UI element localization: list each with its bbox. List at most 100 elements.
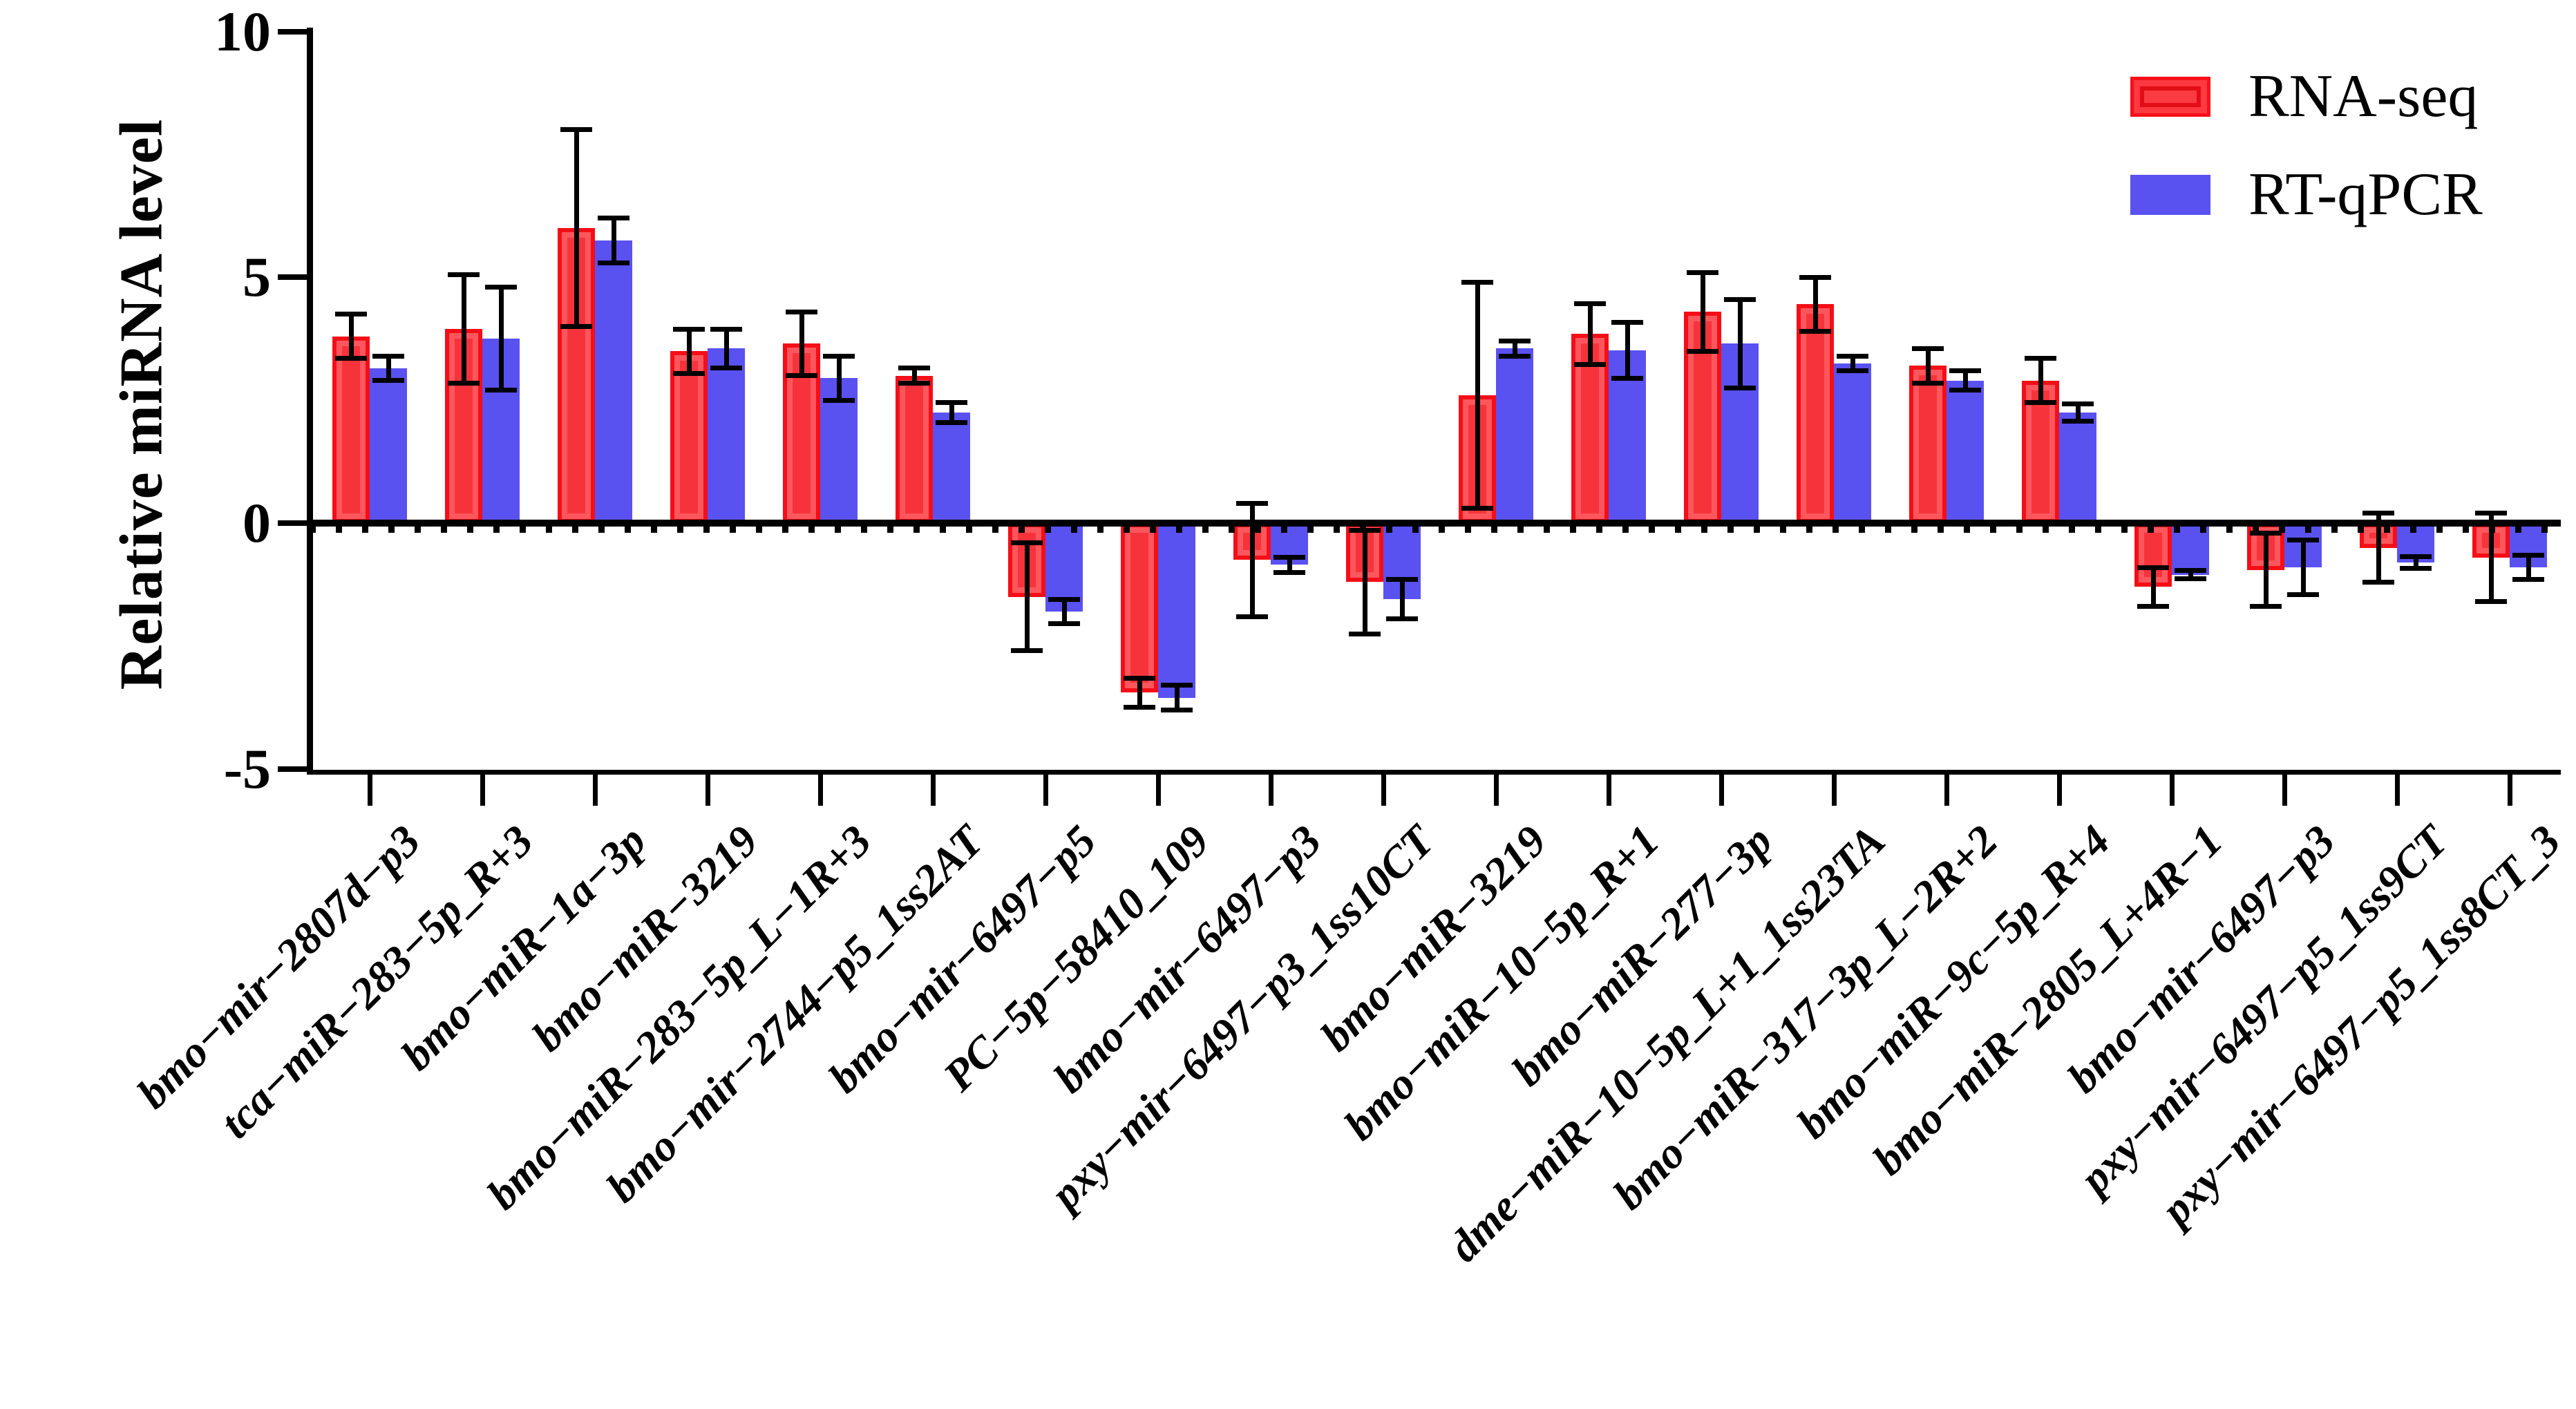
- error-bar-cap: [2400, 565, 2432, 571]
- error-bar-cap: [448, 272, 480, 278]
- error-bar-cap: [560, 127, 592, 133]
- error-bar: [1512, 341, 1517, 357]
- y-axis-tick: [278, 766, 307, 772]
- x-axis-tick: [1494, 775, 1499, 806]
- bar-rt-qpcr: [1496, 348, 1533, 523]
- error-bar-cap: [2250, 604, 2282, 609]
- error-bar: [2526, 555, 2531, 580]
- error-bar: [1850, 356, 1855, 371]
- bar-rt-qpcr: [370, 368, 407, 523]
- error-bar-cap: [1687, 348, 1718, 354]
- error-bar-cap: [936, 419, 967, 425]
- error-bar: [1249, 503, 1255, 617]
- error-bar-cap: [1837, 353, 1868, 359]
- error-bar-cap: [1386, 616, 1418, 622]
- x-axis-tick: [1719, 775, 1724, 806]
- error-bar-cap: [2287, 592, 2319, 597]
- x-axis-tick: [1381, 775, 1386, 806]
- error-bar-cap: [448, 380, 480, 386]
- bar-rt-qpcr: [1947, 380, 1984, 523]
- zero-baseline: [310, 520, 2561, 527]
- bar-rna-seq: [1121, 523, 1158, 693]
- error-bar: [911, 368, 917, 384]
- error-bar-cap: [673, 326, 705, 332]
- error-bar-cap: [485, 388, 517, 393]
- y-axis-tick-label: 10: [214, 0, 271, 63]
- error-bar-cap: [598, 260, 629, 265]
- error-bar: [1625, 322, 1630, 379]
- bar-rt-qpcr: [595, 240, 632, 523]
- x-axis-tick: [1607, 775, 1611, 806]
- y-axis-tick: [278, 520, 307, 526]
- error-bar-cap: [2400, 554, 2432, 559]
- x-axis-tick: [1944, 775, 1949, 806]
- y-axis-line: [307, 28, 313, 775]
- y-axis-tick-label: -5: [223, 737, 271, 800]
- error-bar-cap: [2175, 576, 2206, 581]
- error-bar: [1812, 277, 1818, 332]
- x-axis-tick: [2508, 775, 2512, 806]
- y-axis-tick-label: 0: [243, 491, 271, 554]
- error-bar: [461, 274, 466, 384]
- error-bar-cap: [1236, 614, 1268, 619]
- x-axis-tick: [593, 775, 598, 806]
- x-axis-tick: [931, 775, 936, 806]
- error-bar-cap: [898, 366, 930, 371]
- error-bar: [611, 218, 616, 263]
- error-bar-cap: [1273, 555, 1305, 560]
- error-bar-cap: [560, 323, 592, 329]
- error-bar-cap: [1048, 621, 1080, 627]
- error-bar: [1962, 370, 1968, 390]
- error-bar: [1700, 272, 1705, 352]
- error-bar-cap: [2137, 604, 2169, 609]
- error-bar: [1925, 348, 1931, 384]
- error-bar-cap: [1799, 274, 1831, 280]
- error-bar: [574, 129, 579, 327]
- zero-baseline-minor-ticks: [310, 527, 2561, 533]
- error-bar-cap: [2025, 356, 2056, 361]
- error-bar-cap: [1499, 354, 1531, 359]
- error-bar-cap: [2362, 579, 2394, 585]
- x-axis-tick: [2057, 775, 2062, 806]
- bar-rna-seq: [1909, 366, 1947, 523]
- legend-label-rna-seq: RNA-seq: [2248, 63, 2479, 130]
- error-bar-cap: [372, 378, 404, 384]
- error-bar-cap: [1236, 501, 1268, 507]
- bar-rt-qpcr: [1834, 363, 1871, 523]
- error-bar-cap: [2062, 419, 2094, 424]
- x-axis-tick: [480, 775, 485, 806]
- error-bar-cap: [1124, 705, 1155, 710]
- error-bar-cap: [1124, 675, 1155, 681]
- error-bar: [2150, 567, 2156, 607]
- bar-rt-qpcr: [1158, 523, 1195, 698]
- bar-rna-seq: [896, 375, 933, 523]
- error-bar-cap: [1349, 631, 1381, 636]
- error-bar-cap: [1273, 569, 1305, 575]
- error-bar: [348, 314, 354, 359]
- error-bar-cap: [2475, 599, 2507, 605]
- error-bar-cap: [1687, 269, 1718, 275]
- x-axis-tick: [2395, 775, 2400, 806]
- error-bar-cap: [2512, 577, 2544, 583]
- legend-swatch-rna-seq: [2130, 77, 2210, 117]
- error-bar: [1587, 303, 1593, 365]
- error-bar: [2038, 358, 2043, 403]
- error-bar: [2413, 556, 2418, 569]
- error-bar-cap: [2062, 401, 2094, 406]
- error-bar-cap: [1949, 388, 1981, 393]
- error-bar-cap: [1161, 683, 1193, 688]
- error-bar: [2188, 570, 2193, 579]
- error-bar-cap: [2512, 552, 2544, 558]
- error-bar-cap: [1574, 301, 1606, 306]
- error-bar-cap: [2137, 565, 2169, 570]
- error-bar-cap: [372, 353, 404, 359]
- error-bar-cap: [786, 309, 817, 314]
- bar-rna-seq: [670, 351, 708, 523]
- error-bar-cap: [1837, 368, 1868, 373]
- bar-rt-qpcr: [2059, 412, 2096, 523]
- error-bar-cap: [1611, 375, 1643, 381]
- error-bar-cap: [1574, 361, 1606, 367]
- x-axis-tick: [1269, 775, 1273, 806]
- error-bar-cap: [1499, 338, 1531, 343]
